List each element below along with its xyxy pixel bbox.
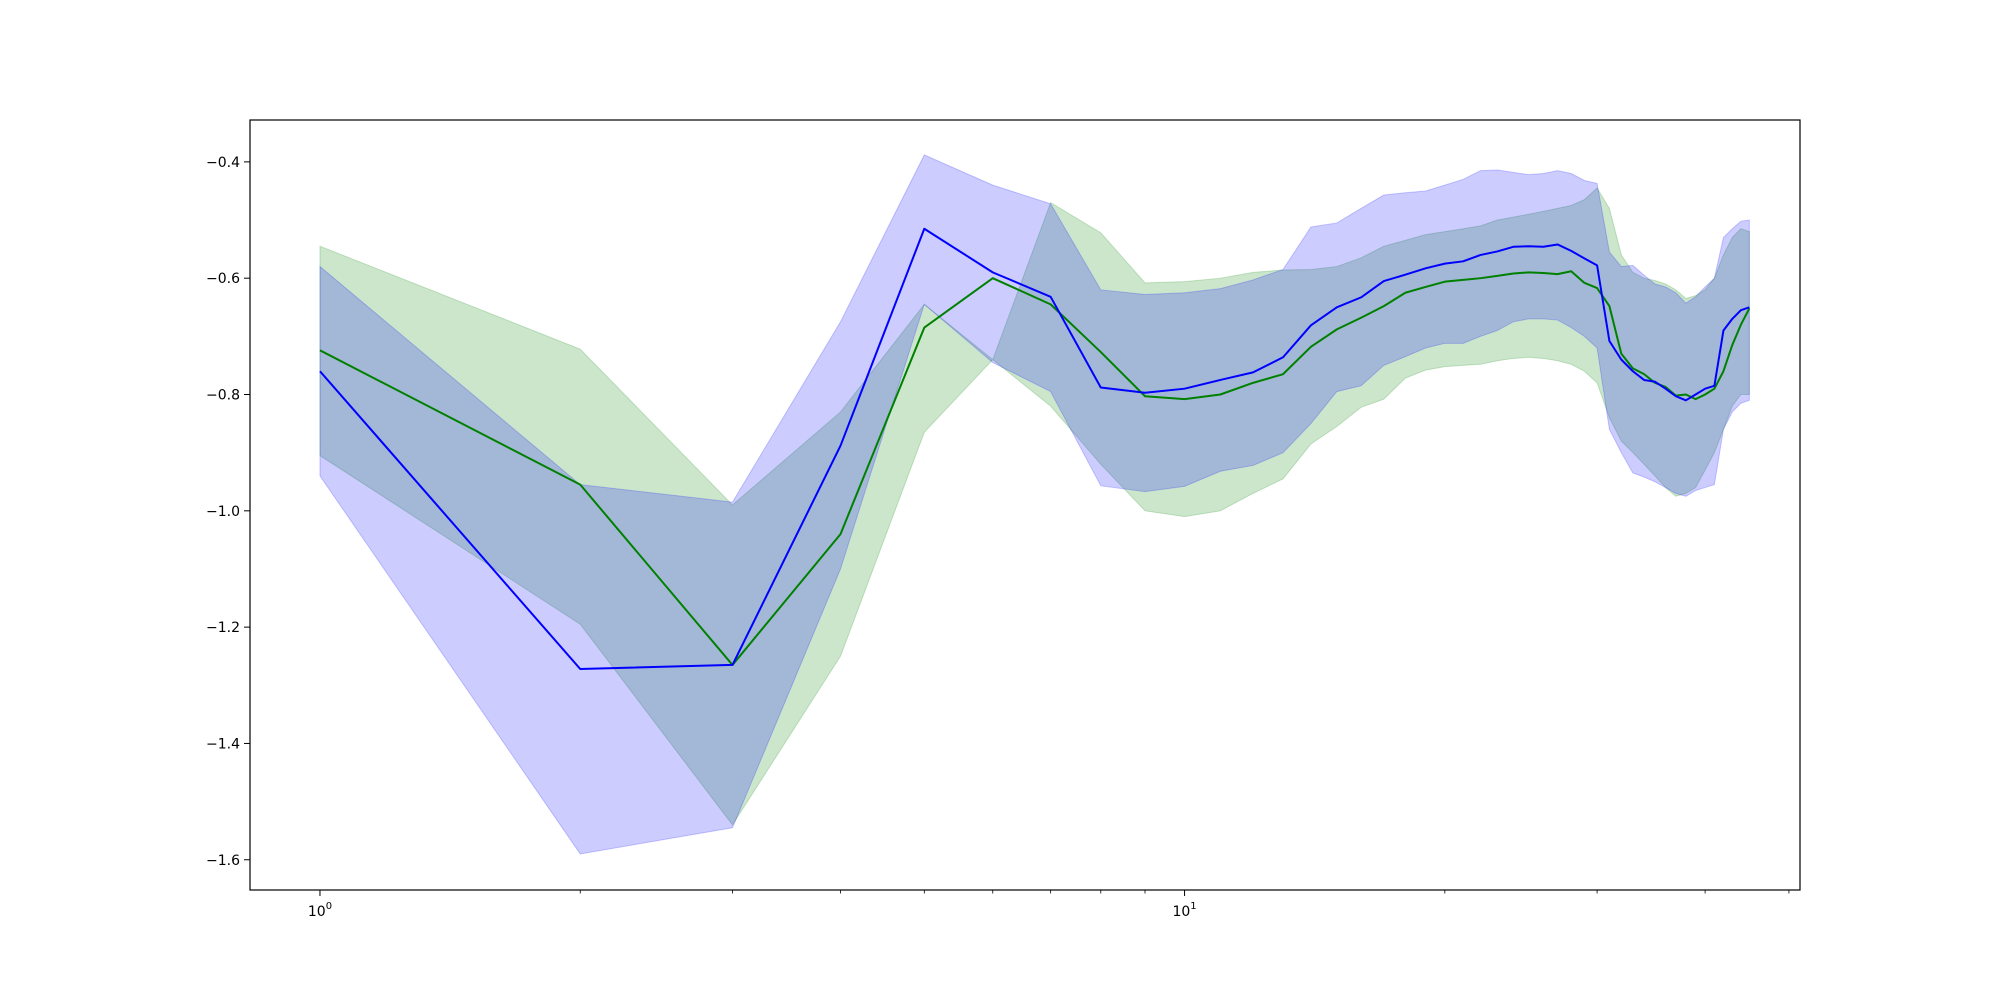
y-tick-label: −1.2 [206,620,240,636]
y-tick-label: −0.8 [206,388,240,404]
series-2-line [319,227,1750,670]
series-lines [319,227,1751,670]
y-tick-label: −0.4 [206,155,240,171]
y-tick-label: −1.4 [206,736,240,752]
y-tick-label: −1.6 [206,853,240,869]
axes-frame [249,119,1801,891]
series-2-band [319,154,1750,855]
y-tick-label: −1.0 [206,504,240,520]
y-axis: −0.4 −0.6 −0.8 −1.0 −1.2 −1.4 −1.6 [206,155,250,869]
x-tick-label: 101 [1172,901,1196,920]
y-tick-label: −0.6 [206,271,240,287]
x-tick-label: 100 [308,901,332,920]
x-axis: 100 101 [308,890,1790,920]
series-1-line [319,270,1751,666]
